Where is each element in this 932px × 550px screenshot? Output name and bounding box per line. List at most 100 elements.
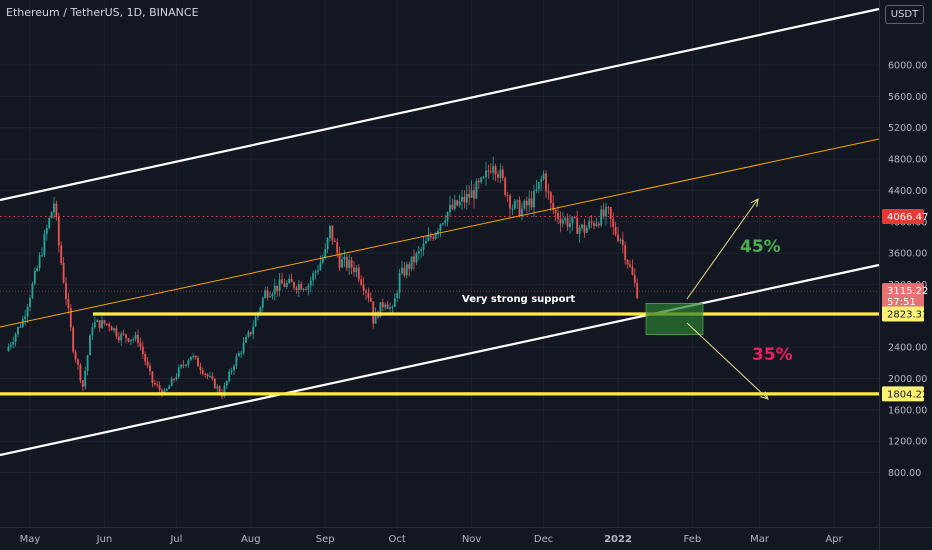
- candle-body: [26, 307, 29, 317]
- candle-body: [55, 203, 58, 217]
- y-tick-label: 2000.00: [888, 374, 927, 385]
- candle-body: [437, 230, 439, 234]
- support-price-tag-bg: [882, 306, 924, 322]
- candle-body: [561, 220, 564, 224]
- candle-body: [230, 370, 233, 372]
- candle-body: [511, 208, 514, 210]
- candle-body: [547, 191, 550, 193]
- candle-body: [168, 386, 171, 389]
- candle-body: [254, 317, 257, 327]
- candle-body: [103, 320, 106, 324]
- candle-body: [345, 256, 348, 268]
- candle-body: [379, 302, 382, 318]
- candle-body: [422, 243, 425, 250]
- candle-body: [593, 223, 595, 226]
- x-tick-label: May: [20, 534, 41, 545]
- candle-body: [72, 327, 75, 352]
- candle-body: [475, 180, 478, 199]
- candle-body: [451, 204, 454, 209]
- candle-body: [600, 209, 603, 226]
- candle-body: [312, 273, 315, 281]
- candle-body: [79, 364, 82, 381]
- candle-body: [137, 334, 139, 344]
- candle-body: [506, 194, 509, 197]
- candle-body: [146, 361, 149, 366]
- down-arrow: [686, 322, 769, 400]
- candle-body: [53, 203, 55, 213]
- candle-body: [381, 302, 384, 308]
- candle-body: [125, 334, 127, 339]
- candle-body: [93, 321, 96, 328]
- candle-body: [540, 179, 543, 183]
- up-arrow: [686, 198, 759, 300]
- candle-body: [259, 307, 262, 313]
- candle-body: [360, 279, 363, 285]
- drawings: Very strong support 45% 35%: [0, 7, 880, 457]
- candle-body: [9, 344, 12, 347]
- candle-body: [295, 287, 298, 291]
- candle-body: [434, 233, 437, 239]
- channel-lower-line: [0, 263, 880, 457]
- price-axis[interactable]: 800.001200.001600.002000.002400.003200.0…: [888, 61, 927, 480]
- candle-body: [235, 356, 238, 367]
- candle-body: [269, 296, 271, 298]
- candle-body: [36, 268, 39, 272]
- candle-body: [48, 218, 51, 229]
- candle-body: [597, 223, 600, 226]
- currency-badge[interactable]: USDT: [885, 5, 924, 24]
- candle-body: [297, 284, 300, 291]
- candle-body: [165, 388, 168, 391]
- candle-body: [523, 200, 526, 209]
- candle-body: [62, 262, 65, 283]
- candle-body: [247, 332, 250, 337]
- candle-body: [619, 239, 622, 241]
- candle-body: [69, 308, 72, 328]
- candle-body: [240, 352, 243, 354]
- candle-body: [285, 282, 288, 287]
- candle-body: [636, 282, 639, 299]
- candle-body: [564, 218, 567, 221]
- candle-body: [89, 335, 91, 356]
- candle-body: [38, 255, 41, 269]
- candle-body: [96, 320, 99, 322]
- candle-body: [609, 207, 612, 220]
- candle-body: [624, 245, 627, 261]
- candle-body: [607, 207, 610, 209]
- y-tick-label: 800.00: [888, 468, 921, 479]
- candle-body: [101, 320, 103, 329]
- x-tick-label: Jun: [96, 534, 113, 545]
- candle-body: [612, 219, 615, 227]
- candle-body: [365, 290, 367, 293]
- candle-body: [552, 202, 555, 210]
- candle-body: [453, 200, 456, 209]
- candle-body: [509, 196, 511, 209]
- candle-body: [617, 234, 619, 241]
- candle-body: [189, 356, 192, 361]
- candle-body: [477, 180, 480, 183]
- candle-body: [91, 327, 94, 336]
- candle-body: [237, 352, 240, 357]
- candle-body: [307, 285, 310, 290]
- candle-body: [264, 290, 267, 299]
- candle-body: [518, 200, 521, 217]
- candle-body: [521, 208, 523, 217]
- x-tick-label: Feb: [684, 534, 702, 545]
- candle-body: [144, 354, 147, 362]
- y-tick-label: 1600.00: [888, 405, 927, 416]
- candle-body: [403, 267, 406, 276]
- candle-body: [108, 323, 111, 327]
- candle-body: [81, 380, 84, 387]
- candle-body: [14, 334, 17, 342]
- candle-body: [408, 264, 411, 269]
- support-price-tag-low: 1804.22: [887, 389, 928, 400]
- candle-body: [513, 200, 516, 209]
- candle-body: [410, 256, 413, 269]
- candle-body: [43, 233, 46, 256]
- candle-body: [367, 292, 370, 299]
- candle-body: [173, 378, 175, 380]
- candle-body: [153, 382, 156, 385]
- time-axis[interactable]: May Jun Jul Aug Sep Oct Nov Dec 2022 Feb Mar Apr: [20, 534, 844, 545]
- candle-body: [549, 192, 552, 203]
